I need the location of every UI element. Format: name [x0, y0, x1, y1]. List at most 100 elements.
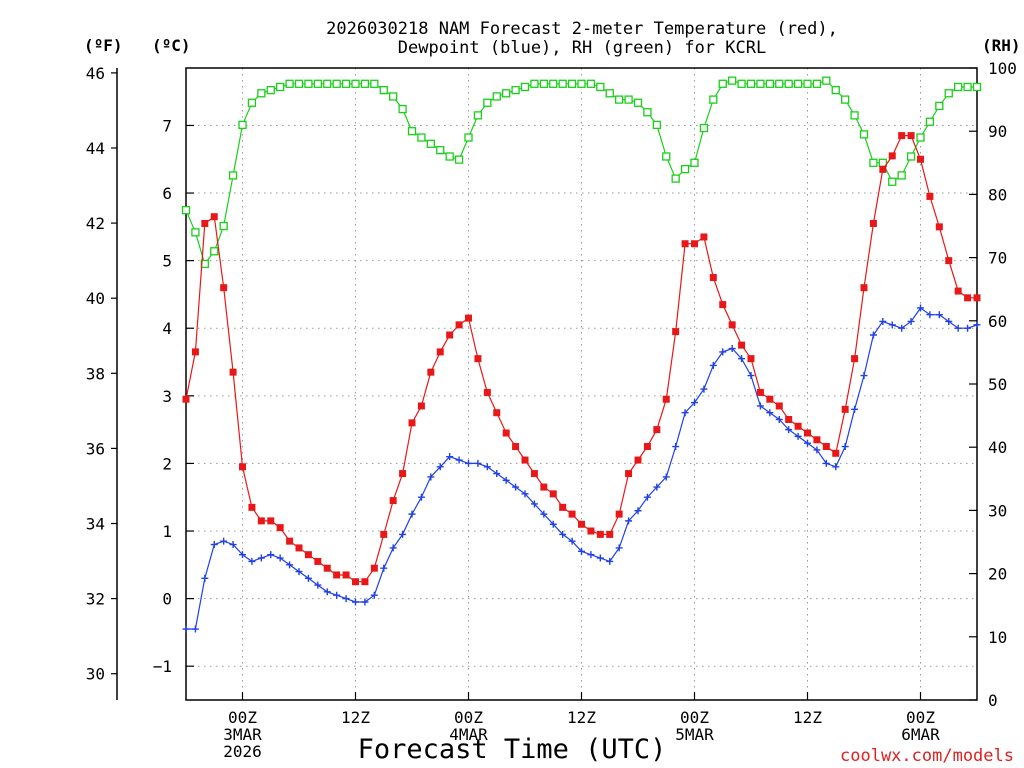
- dewpoint-point: [578, 547, 585, 555]
- temperature-point: [361, 578, 369, 586]
- dewpoint-point: [681, 409, 689, 417]
- rh-point: [812, 79, 822, 88]
- temperature-point: [794, 422, 802, 430]
- temperature-point: [304, 551, 312, 559]
- dewpoint-point: [615, 544, 623, 552]
- x-tick-label: 12Z: [793, 708, 822, 727]
- axes: −101234567303234363840424446010203040506…: [86, 59, 1017, 761]
- temperature-point: [775, 402, 783, 410]
- rh-point: [925, 117, 935, 126]
- temperature-point: [964, 294, 972, 302]
- celsius-tick-label: 7: [162, 116, 172, 135]
- dewpoint-point: [851, 405, 859, 413]
- dewpoint-point: [775, 415, 783, 423]
- dewpoint-point: [945, 317, 953, 325]
- rh-point: [304, 79, 313, 88]
- x-axis-title: Forecast Time (UTC): [358, 734, 667, 765]
- dewpoint-point: [530, 500, 538, 508]
- temperature-point: [869, 219, 877, 227]
- dewpoint-point: [973, 321, 981, 329]
- dewpoint-point: [964, 324, 972, 332]
- rh-point: [285, 79, 294, 88]
- rh-point: [323, 79, 332, 88]
- rh-point: [756, 79, 765, 88]
- rh-point: [699, 123, 709, 133]
- rh-point: [219, 221, 228, 231]
- temperature-point: [954, 287, 962, 295]
- fahrenheit-tick-label: 40: [86, 289, 105, 308]
- temperature-point: [766, 395, 774, 403]
- dewpoint-point: [370, 591, 378, 599]
- temperature-point: [907, 132, 915, 140]
- dewpoint-point: [512, 483, 520, 491]
- temperature-point: [521, 456, 529, 464]
- dewpoint-point: [860, 372, 868, 380]
- dewpoint-point: [606, 557, 614, 565]
- dewpoint-point: [596, 554, 604, 562]
- temperature-point: [587, 527, 595, 535]
- dewpoint-point: [352, 598, 359, 606]
- dewpoint-point: [465, 459, 472, 467]
- dewpoint-point: [643, 493, 651, 501]
- dewpoint-point: [257, 554, 265, 562]
- temperature-line: [185, 135, 977, 583]
- temperature-point: [879, 165, 887, 173]
- rh-point: [822, 76, 831, 85]
- fahrenheit-unit-label: (ºF): [84, 36, 123, 55]
- dewpoint-point: [521, 490, 529, 498]
- temperature-point: [747, 355, 755, 363]
- dewpoint-point: [417, 493, 425, 501]
- temperature-point: [851, 355, 859, 363]
- fahrenheit-tick-label: 36: [86, 439, 105, 458]
- x-tick-label: 12Z: [341, 708, 370, 727]
- rh-point: [266, 85, 275, 95]
- dewpoint-point: [709, 361, 717, 369]
- celsius-tick-label: −1: [153, 657, 172, 676]
- temperature-point: [917, 155, 924, 163]
- x-tick-label: 00Z: [454, 708, 483, 727]
- dewpoint-point: [728, 345, 736, 353]
- dewpoint-point: [304, 574, 312, 582]
- rh-tick-label: 100: [988, 59, 1017, 78]
- rh-point: [605, 89, 614, 98]
- fahrenheit-tick-label: 38: [86, 364, 105, 383]
- dewpoint-point: [474, 459, 482, 467]
- rh-point: [247, 98, 257, 107]
- x-tick-label: 3MAR: [223, 725, 262, 744]
- rh-point: [662, 152, 671, 161]
- temperature-point: [738, 341, 746, 349]
- temperature-point: [926, 192, 934, 200]
- temperature-point: [314, 557, 322, 565]
- celsius-tick-label: 4: [162, 319, 172, 338]
- dewpoint-point: [342, 595, 350, 603]
- rh-point: [888, 177, 897, 186]
- temperature-point: [785, 415, 793, 423]
- rh-point: [549, 79, 558, 88]
- rh-tick-label: 20: [988, 565, 1007, 584]
- celsius-unit-label: (ºC): [152, 36, 191, 55]
- temperature-point: [220, 284, 228, 292]
- rh-point: [765, 79, 774, 88]
- rh-point: [351, 79, 360, 88]
- celsius-tick-label: 6: [162, 184, 172, 203]
- temperature-point: [973, 294, 981, 302]
- temperature-point: [248, 503, 256, 511]
- temperature-point: [427, 368, 435, 376]
- celsius-tick-label: 0: [162, 590, 172, 609]
- fahrenheit-tick-label: 46: [86, 64, 105, 83]
- fahrenheit-tick-label: 32: [86, 590, 105, 609]
- rh-point: [869, 158, 878, 167]
- temperature-point: [191, 348, 199, 356]
- rh-tick-label: 90: [988, 122, 1007, 141]
- temperature-point: [352, 578, 359, 586]
- rh-point: [181, 206, 191, 215]
- temperature-point: [295, 544, 303, 552]
- x-tick-label: 00Z: [680, 708, 709, 727]
- rh-point: [191, 228, 200, 237]
- series-temperature: [182, 132, 981, 586]
- rh-point: [746, 79, 756, 88]
- dewpoint-point: [568, 537, 576, 545]
- rh-point: [633, 98, 643, 107]
- rh-point: [690, 158, 699, 167]
- temperature-point: [568, 510, 576, 518]
